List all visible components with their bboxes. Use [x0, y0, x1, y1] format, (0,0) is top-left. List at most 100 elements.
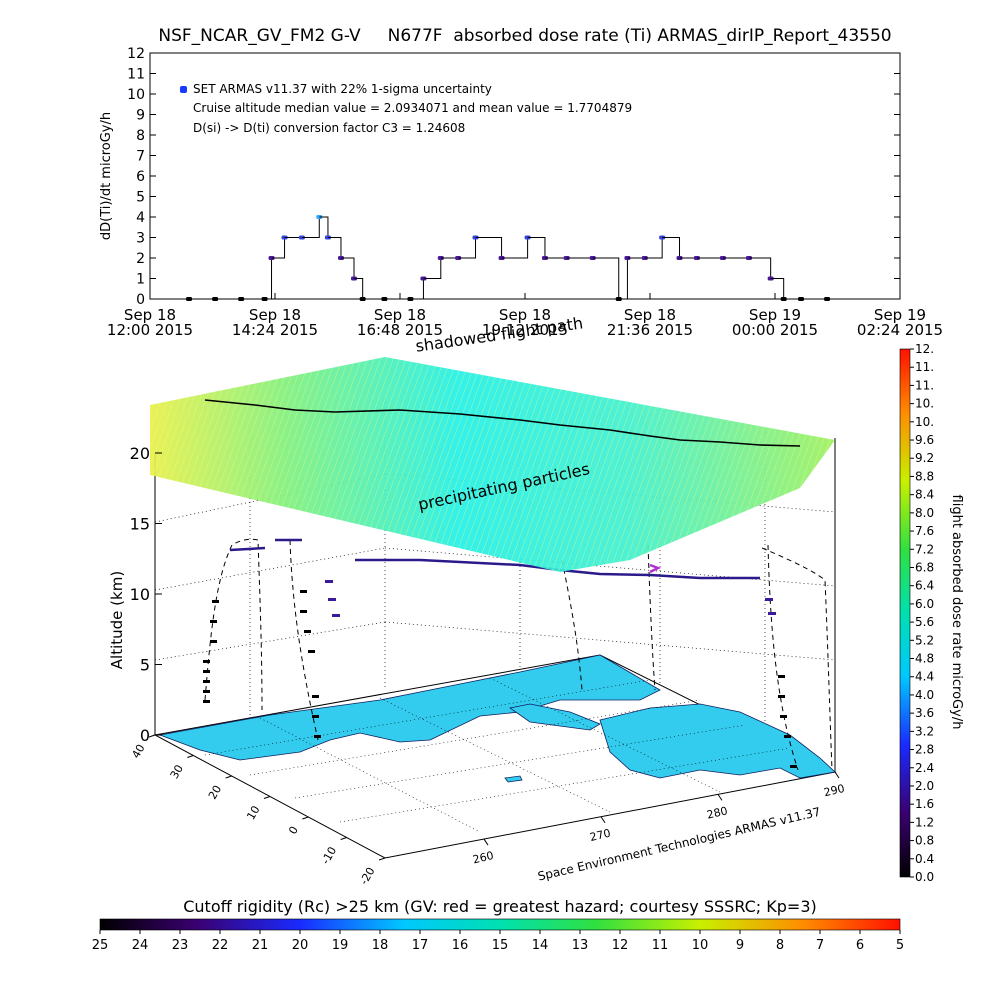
latitude-tick — [302, 816, 309, 820]
altitude-axis: 0 5 10 15 20 — [130, 444, 162, 745]
timeseries-y-label: dD(Ti)/dt microGy/h — [99, 112, 114, 240]
series-step — [340, 257, 355, 279]
altitude-3d-plot: precipitating particles shadowed flight … — [108, 313, 846, 887]
x-tick-label-time: 19:12 2015 — [482, 321, 568, 339]
rigidity-tick-label: 17 — [412, 938, 429, 953]
series-step — [423, 258, 442, 279]
x-tick-label-date: Sep 19 — [749, 306, 801, 324]
latitude-tick-label: 20 — [206, 783, 224, 802]
latitude-tick — [187, 755, 194, 758]
colorbar-tick-label: 4.8 — [915, 652, 934, 666]
flight-altitude-marks — [203, 590, 797, 768]
flight-path-projection — [204, 538, 833, 771]
x-tick-label-time: 02:24 2015 — [857, 321, 943, 339]
y-tick-label: 0 — [136, 292, 145, 308]
dose-rate-colorbar-gradient — [899, 348, 911, 878]
y-tick-label: 10 — [127, 87, 145, 103]
rigidity-tick-label: 18 — [372, 938, 389, 953]
cutoff-rigidity-gradient — [99, 918, 901, 931]
longitude-axis: 260 270 280 290 — [472, 771, 846, 866]
colorbar-tick-label: 10. — [915, 415, 934, 429]
longitude-tick-label: 260 — [472, 849, 495, 866]
z-tick-label: 0 — [140, 726, 150, 745]
rigidity-tick-label: 14 — [532, 938, 549, 953]
timeseries-data — [186, 215, 831, 301]
colorbar-tick-label: 9.2 — [915, 451, 934, 465]
colorbar-tick-label: 7.2 — [915, 542, 934, 556]
longitude-tick — [483, 838, 489, 846]
colorbar-tick-label: 8.4 — [915, 488, 934, 502]
colorbar-tick-label: 0.8 — [915, 834, 934, 848]
colorbar-tick-label: 1.2 — [915, 815, 934, 829]
rigidity-tick-label: 19 — [332, 938, 349, 953]
colorbar-tick-label: 2.4 — [915, 761, 934, 775]
map-grid — [204, 677, 791, 833]
y-tick-label: 6 — [136, 169, 145, 185]
dose-rate-colorbar-label: flight absorbed dose rate microGy/h — [949, 495, 964, 730]
rigidity-tick-label: 12 — [612, 938, 629, 953]
rigidity-tick-label: 16 — [452, 938, 469, 953]
rigidity-tick-label: 11 — [652, 938, 669, 953]
altitude-axis-label: Altitude (km) — [108, 571, 126, 669]
series-step — [770, 278, 785, 299]
rigidity-tick-label: 22 — [212, 938, 229, 953]
latitude-tick — [148, 734, 156, 738]
dose-rate-colorbar: 0.0 0.4 0.8 1.2 1.6 2.0 2.4 2.8 3.2 3.6 4.0 4.4 4.8 5… — [899, 342, 964, 884]
longitude-tick — [717, 794, 723, 801]
colorbar-tick-label: 9.6 — [915, 433, 934, 447]
colorbar-tick-label: 6.0 — [915, 597, 934, 611]
colorbar-tick-label: 4.0 — [915, 688, 934, 702]
y-tick-label: 7 — [136, 149, 145, 165]
colorbar-tick-label: 3.2 — [915, 724, 934, 738]
legend-annotation: SET ARMAS v11.37 with 22% 1-sigma uncert… — [193, 82, 492, 96]
colorbar-tick-label: 11. — [915, 360, 934, 374]
y-tick-label: 4 — [136, 210, 145, 226]
legend-marker — [180, 86, 187, 93]
colorbar-tick-label: 8.8 — [915, 469, 934, 483]
y-tick-label: 8 — [136, 128, 145, 144]
latitude-tick-label: 0 — [286, 824, 301, 837]
x-tick-label-time: 00:00 2015 — [732, 321, 818, 339]
x-tick-label-date: Sep 19 — [874, 306, 926, 324]
latitude-tick-label: -10 — [319, 845, 339, 867]
series-step — [644, 237, 663, 259]
series-step — [271, 237, 286, 259]
flight-track-descents — [325, 580, 776, 617]
longitude-tick-label: 280 — [706, 804, 729, 821]
colorbar-tick-label: 0.4 — [915, 852, 934, 866]
series-step — [748, 257, 772, 279]
longitude-tick — [600, 816, 606, 823]
colorbar-tick-label: 6.8 — [915, 560, 934, 574]
y-tick-label: 3 — [136, 231, 145, 247]
rigidity-tick-label: 23 — [172, 938, 189, 953]
y-tick-label: 5 — [136, 190, 145, 206]
colorbar-tick-label: 3.6 — [915, 706, 934, 720]
series-step — [501, 237, 529, 259]
series-step — [410, 278, 424, 300]
z-tick-label: 5 — [140, 656, 150, 675]
colorbar-tick-label: 7.6 — [915, 524, 934, 538]
map-land — [158, 654, 836, 783]
cutoff-rigidity-colorbar: Cutoff rigidity (Rc) >25 km (GV: red = g… — [92, 897, 904, 953]
rigidity-tick-label: 24 — [132, 938, 149, 953]
z-tick-label: 20 — [130, 444, 150, 463]
colorbar-tick-label: 6.4 — [915, 579, 934, 593]
latitude-tick — [225, 775, 232, 779]
colorbar-tick-label: 5.2 — [915, 633, 934, 647]
longitude-tick-label: 270 — [589, 827, 612, 844]
y-tick-label: 12 — [127, 46, 145, 62]
latitude-tick-label: 10 — [244, 804, 262, 823]
x-tick-label-date: Sep 18 — [374, 306, 426, 324]
series-step — [592, 257, 620, 299]
colorbar-tick-label: 1.6 — [915, 797, 934, 811]
colorbar-tick-label: 11. — [915, 378, 934, 392]
cruise-median-annotation: Cruise altitude median value = 2.0934071… — [193, 101, 632, 115]
colorbar-tick-label: 12. — [915, 342, 934, 356]
rigidity-tick-label: 10 — [692, 938, 709, 953]
longitude-tick — [834, 771, 840, 779]
z-tick-label: 15 — [130, 515, 150, 534]
latitude-tick — [263, 796, 271, 799]
